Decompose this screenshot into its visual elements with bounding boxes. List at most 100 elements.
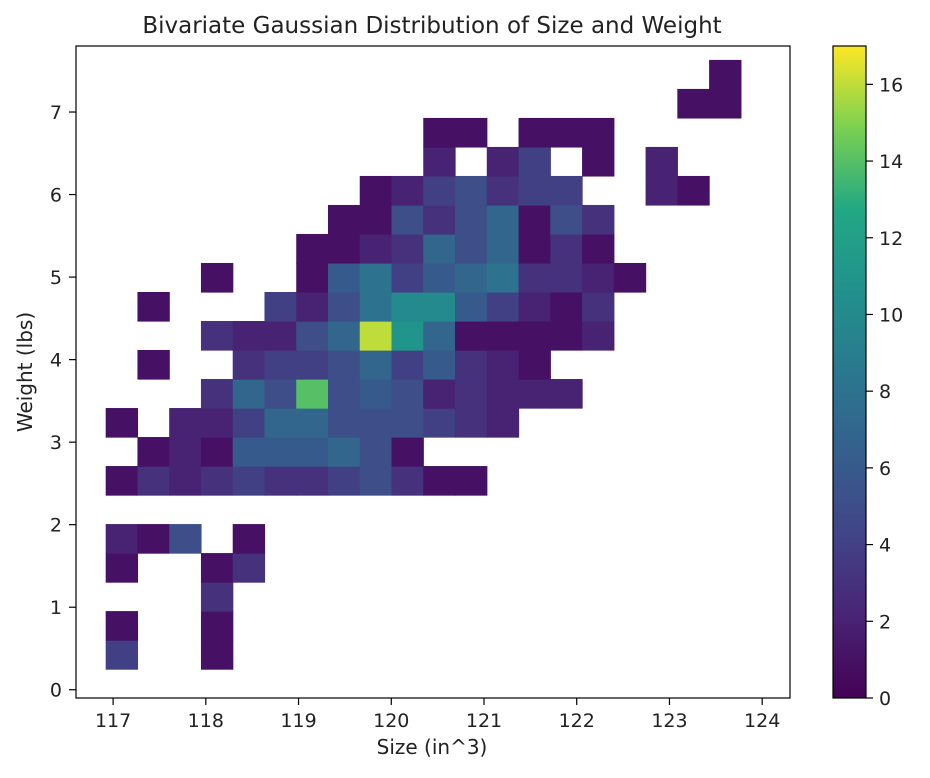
heatmap-cell [391, 262, 424, 293]
colorbar-tick-label: 10 [879, 304, 903, 326]
heatmap-cell [200, 379, 234, 409]
heatmap-cell [455, 466, 488, 496]
heatmap-cell [423, 321, 456, 351]
heatmap-cell [105, 611, 139, 641]
heatmap-cell [105, 553, 139, 583]
heatmap-cell [486, 321, 520, 351]
x-tick-label: 122 [559, 710, 595, 732]
heatmap-cell [169, 437, 202, 467]
y-tick-label: 5 [50, 267, 62, 289]
heatmap-cell [391, 437, 424, 467]
heatmap-cell [169, 466, 202, 496]
heatmap-cell [423, 408, 456, 438]
x-tick-label: 119 [280, 710, 316, 732]
heatmap-cell [455, 117, 488, 148]
x-axis-ticks: 117 118 119 120 121 122 123 124 [95, 698, 780, 732]
colorbar-tick-label: 16 [879, 74, 903, 96]
heatmap-cell [423, 262, 456, 293]
heatmap-cell [296, 233, 329, 264]
heatmap-cell [264, 466, 297, 496]
heatmap-cell [359, 408, 393, 438]
heatmap-cell [359, 321, 393, 351]
heatmap-cell [455, 262, 488, 293]
heatmap-cell [296, 291, 329, 322]
y-tick-label: 3 [50, 432, 62, 454]
heatmap-cell [296, 379, 329, 409]
heatmap-cell [486, 350, 520, 380]
x-tick-label: 124 [744, 710, 780, 732]
heatmap-cell [264, 350, 297, 380]
heatmap-cell [486, 233, 520, 264]
heatmap-cell [391, 321, 424, 351]
heatmap-cell [486, 291, 520, 322]
heatmap-cell [582, 233, 615, 264]
colorbar-tick-label: 12 [879, 228, 903, 250]
heatmap-cell [264, 437, 297, 467]
heatmap-cell [709, 88, 742, 119]
heatmap-cell [455, 408, 488, 438]
x-tick-label: 117 [95, 710, 131, 732]
x-axis-label: Size (in^3) [377, 735, 488, 759]
y-tick-label: 7 [50, 102, 62, 124]
heatmap-cell [582, 262, 615, 293]
x-tick-label: 118 [188, 710, 224, 732]
heatmap-cell [327, 321, 361, 351]
y-tick-label: 2 [50, 515, 62, 537]
heatmap-cell [200, 640, 234, 670]
heatmap-cell [677, 88, 710, 119]
heatmap-cell [200, 553, 234, 583]
heatmap-cell [169, 524, 202, 554]
heatmap-cell [613, 262, 647, 293]
heatmap-cell [550, 175, 583, 206]
heatmap-cell [391, 204, 424, 235]
heatmap-cell [264, 321, 297, 351]
heatmap-cell [327, 379, 361, 409]
heatmap-cell [391, 466, 424, 496]
heatmap-cell [518, 321, 551, 351]
heatmap-cell [296, 350, 329, 380]
heatmap-cell [137, 291, 170, 322]
heatmap-cell [455, 321, 488, 351]
heatmap-cell [296, 408, 329, 438]
heatmap-cell [423, 466, 456, 496]
heatmap-cell [423, 175, 456, 206]
heatmap-cell [359, 233, 393, 264]
heatmap-cell [486, 204, 520, 235]
heatmap-cell [359, 291, 393, 322]
heatmap-cell [455, 291, 488, 322]
y-tick-label: 4 [50, 350, 62, 372]
heatmap-cell [232, 321, 266, 351]
heatmap-cell [391, 291, 424, 322]
heatmap-cell [327, 204, 361, 235]
heatmap-cell [296, 262, 329, 293]
heatmap-cell [232, 466, 266, 496]
colorbar-tick-label: 8 [879, 381, 891, 403]
y-tick-label: 0 [50, 680, 62, 702]
heatmap-cell [518, 291, 551, 322]
heatmap-cell [518, 350, 551, 380]
heatmap-cell [264, 291, 297, 322]
heatmap-cells [105, 59, 742, 670]
heatmap-cell [200, 466, 234, 496]
heatmap-cell [709, 59, 742, 90]
heatmap-cell [232, 350, 266, 380]
heatmap-cell [391, 379, 424, 409]
colorbar-tick-label: 2 [879, 611, 891, 633]
heatmap-cell [455, 350, 488, 380]
heatmap-cell [518, 146, 551, 177]
heatmap-cell [105, 466, 139, 496]
heatmap-cell [486, 408, 520, 438]
heatmap-cell [486, 379, 520, 409]
colorbar-tick-label: 6 [879, 458, 891, 480]
heatmap-cell [200, 321, 234, 351]
heatmap-cell [423, 146, 456, 177]
heatmap-cell [391, 175, 424, 206]
heatmap-cell [518, 262, 551, 293]
heatmap-cell [423, 117, 456, 148]
colorbar-tick-label: 14 [879, 151, 903, 173]
heatmap-cell [423, 350, 456, 380]
colorbar-tick-label: 4 [879, 535, 891, 557]
heatmap-cell [359, 175, 393, 206]
x-tick-label: 121 [466, 710, 502, 732]
